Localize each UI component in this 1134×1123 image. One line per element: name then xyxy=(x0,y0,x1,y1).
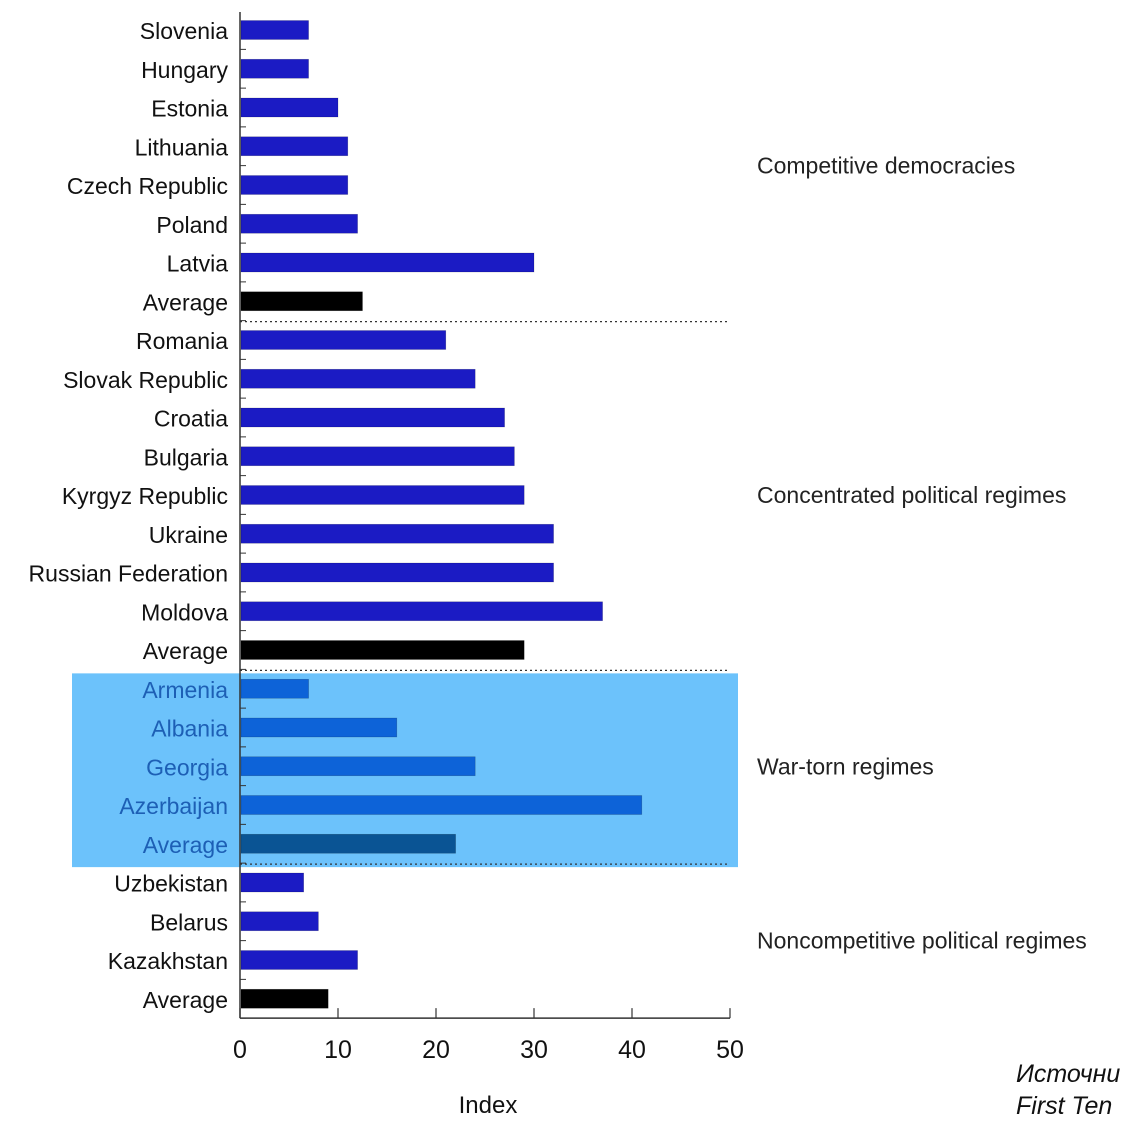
group-label: Concentrated political regimes xyxy=(757,482,1066,508)
average-bar xyxy=(240,833,456,854)
bar-georgia xyxy=(240,756,476,777)
x-tick-label: 0 xyxy=(233,1036,247,1064)
category-label: Kyrgyz Republic xyxy=(62,483,228,509)
category-label: Lithuania xyxy=(135,134,229,160)
average-bar xyxy=(240,988,329,1009)
source-note-line2: First Ten xyxy=(1016,1092,1113,1120)
bar-slovak-republic xyxy=(240,368,476,389)
bars xyxy=(240,20,643,1009)
category-label: Armenia xyxy=(142,677,228,703)
category-label: Poland xyxy=(156,212,228,238)
category-label: Ukraine xyxy=(149,522,228,548)
category-label: Albania xyxy=(151,716,228,742)
category-label: Azerbaijan xyxy=(119,793,228,819)
x-tick-label: 10 xyxy=(324,1036,352,1064)
category-label: Russian Federation xyxy=(29,561,228,587)
bar-slovenia xyxy=(240,20,309,40)
bar-romania xyxy=(240,330,447,350)
bar-uzbekistan xyxy=(240,872,305,893)
average-bar xyxy=(240,640,525,660)
category-label: Average xyxy=(143,832,228,858)
category-label: Uzbekistan xyxy=(114,871,228,897)
bar-ukraine xyxy=(240,523,554,544)
category-label: Moldova xyxy=(141,599,228,625)
bar-estonia xyxy=(240,97,339,118)
axes: 0 10 20 30 40 50 xyxy=(233,12,744,1064)
average-bar xyxy=(240,291,363,312)
bar-albania xyxy=(240,717,398,738)
bar-kyrgyz-republic xyxy=(240,485,525,505)
x-tick-label: 40 xyxy=(618,1036,646,1064)
bar-moldova xyxy=(240,601,603,622)
bar-kazakhstan xyxy=(240,950,358,970)
x-tick-label: 30 xyxy=(520,1036,548,1064)
group-label: Competitive democracies xyxy=(757,153,1015,179)
category-label: Average xyxy=(143,638,228,664)
category-label: Bulgaria xyxy=(144,444,229,470)
bar-armenia xyxy=(240,678,309,699)
bar-russian-federation xyxy=(240,562,554,583)
category-label: Average xyxy=(143,289,228,315)
bar-azerbaijan xyxy=(240,795,643,815)
category-label: Slovak Republic xyxy=(63,367,228,393)
x-axis-label: Index xyxy=(459,1092,518,1119)
x-tick-label: 50 xyxy=(716,1036,744,1064)
category-label: Estonia xyxy=(151,96,228,122)
bar-lithuania xyxy=(240,136,349,157)
x-tick-label: 20 xyxy=(422,1036,450,1064)
category-labels: Slovenia Hungary Estonia Lithuania Czech Rep… xyxy=(29,18,229,1013)
category-label: Latvia xyxy=(167,251,229,277)
category-label: Belarus xyxy=(150,909,228,935)
category-label: Czech Republic xyxy=(67,173,228,199)
bar-latvia xyxy=(240,252,535,273)
bar-czech-republic xyxy=(240,175,349,195)
category-label: Kazakhstan xyxy=(108,948,228,974)
group-separators xyxy=(240,321,730,865)
bar-belarus xyxy=(240,911,319,932)
bar-bulgaria xyxy=(240,446,515,467)
category-label: Georgia xyxy=(146,754,228,780)
group-label: Noncompetitive political regimes xyxy=(757,928,1087,954)
category-label: Croatia xyxy=(154,406,228,432)
category-label: Hungary xyxy=(141,57,228,83)
category-label: Romania xyxy=(136,328,228,354)
source-note-line1: Источни xyxy=(1016,1060,1121,1088)
category-label: Average xyxy=(143,987,228,1013)
category-label: Slovenia xyxy=(140,18,228,44)
bar-hungary xyxy=(240,58,309,79)
bar-croatia xyxy=(240,407,505,428)
bar-poland xyxy=(240,213,358,234)
group-labels: Competitive democracies Concentrated poli… xyxy=(757,153,1087,954)
group-label: War-torn regimes xyxy=(757,753,934,779)
